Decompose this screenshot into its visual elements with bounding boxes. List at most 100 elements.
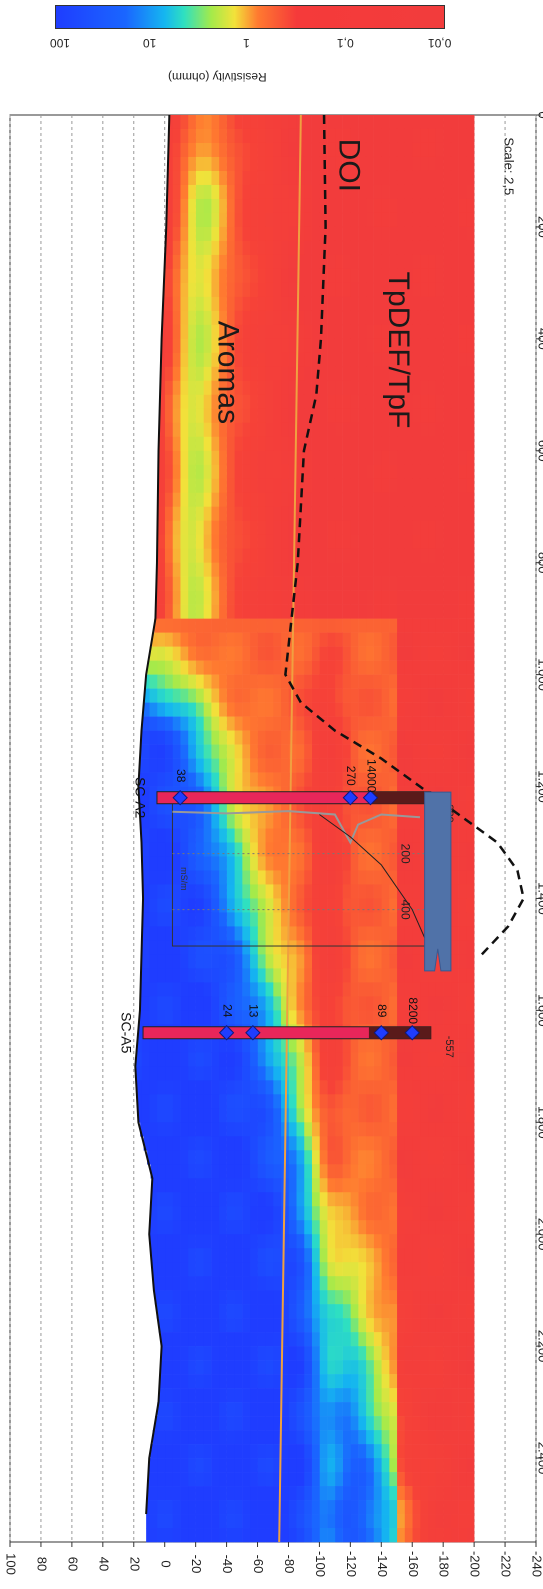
model-cell — [319, 647, 327, 661]
model-cell — [451, 115, 459, 129]
model-cell — [420, 451, 428, 465]
model-cell — [312, 507, 320, 521]
model-cell — [381, 1052, 389, 1066]
model-cell — [312, 465, 320, 479]
model-cell — [273, 451, 281, 465]
model-cell — [459, 647, 467, 661]
model-cell — [258, 856, 266, 870]
model-cell — [172, 549, 180, 563]
model-cell — [428, 1192, 436, 1206]
model-cell — [428, 577, 436, 591]
model-cell — [381, 1374, 389, 1388]
model-cell — [358, 493, 366, 507]
model-cell — [265, 1500, 273, 1514]
model-cell — [157, 926, 165, 940]
model-cell — [389, 1136, 397, 1150]
model-cell — [343, 1374, 351, 1388]
model-cell — [288, 1458, 296, 1472]
model-cell — [265, 535, 273, 549]
model-cell — [374, 1374, 382, 1388]
model-cell — [211, 213, 219, 227]
model-cell — [335, 1472, 343, 1486]
model-cell — [335, 898, 343, 912]
model-cell — [374, 1150, 382, 1164]
model-cell — [343, 1248, 351, 1262]
model-cell — [466, 759, 474, 773]
model-cell — [405, 884, 413, 898]
model-cell — [172, 996, 180, 1010]
model-cell — [381, 1444, 389, 1458]
model-cell — [172, 1038, 180, 1052]
model-cell — [219, 269, 227, 283]
model-cell — [227, 759, 235, 773]
model-cell — [149, 829, 157, 843]
model-cell — [451, 521, 459, 535]
model-cell — [165, 1360, 173, 1374]
model-cell — [335, 926, 343, 940]
model-cell — [227, 661, 235, 675]
model-cell — [327, 1010, 335, 1024]
model-cell — [366, 1472, 374, 1486]
model-cell — [227, 954, 235, 968]
model-cell — [180, 325, 188, 339]
model-cell — [188, 829, 196, 843]
model-cell — [227, 269, 235, 283]
model-cell — [281, 409, 289, 423]
model-cell — [389, 647, 397, 661]
model-cell — [203, 1122, 211, 1136]
model-cell — [319, 479, 327, 493]
model-cell — [358, 1122, 366, 1136]
model-cell — [350, 1444, 358, 1458]
model-cell — [405, 1164, 413, 1178]
model-cell — [466, 199, 474, 213]
model-cell — [196, 982, 204, 996]
model-cell — [304, 647, 312, 661]
model-cell — [288, 1500, 296, 1514]
model-cell — [157, 1108, 165, 1122]
model-cell — [435, 199, 443, 213]
model-cell — [343, 1010, 351, 1024]
model-cell — [381, 842, 389, 856]
model-cell — [420, 171, 428, 185]
model-cell — [412, 856, 420, 870]
model-cell — [466, 731, 474, 745]
model-cell — [312, 926, 320, 940]
model-cell — [435, 605, 443, 619]
model-cell — [304, 283, 312, 297]
model-cell — [374, 1346, 382, 1360]
model-cell — [234, 199, 242, 213]
model-cell — [327, 856, 335, 870]
model-cell — [405, 1500, 413, 1514]
model-cell — [196, 1472, 204, 1486]
model-cell — [273, 661, 281, 675]
model-cell — [157, 1248, 165, 1262]
model-cell — [312, 912, 320, 926]
model-cell — [435, 465, 443, 479]
model-cell — [296, 577, 304, 591]
model-cell — [196, 577, 204, 591]
model-cell — [281, 1066, 289, 1080]
model-cell — [319, 563, 327, 577]
model-cell — [250, 549, 258, 563]
model-cell — [304, 926, 312, 940]
model-cell — [234, 507, 242, 521]
model-cell — [397, 213, 405, 227]
model-cell — [327, 842, 335, 856]
x-tick-label: 2.400 — [536, 1442, 543, 1475]
model-cell — [172, 1290, 180, 1304]
model-cell — [327, 731, 335, 745]
model-cell — [374, 731, 382, 745]
model-cell — [451, 675, 459, 689]
model-cell — [405, 759, 413, 773]
model-cell — [350, 1178, 358, 1192]
model-cell — [203, 255, 211, 269]
model-cell — [319, 1094, 327, 1108]
model-cell — [443, 1066, 451, 1080]
model-cell — [374, 521, 382, 535]
model-cell — [389, 1178, 397, 1192]
model-cell — [219, 1304, 227, 1318]
model-cell — [258, 1038, 266, 1052]
model-cell — [366, 1192, 374, 1206]
model-cell — [459, 395, 467, 409]
model-cell — [288, 1402, 296, 1416]
